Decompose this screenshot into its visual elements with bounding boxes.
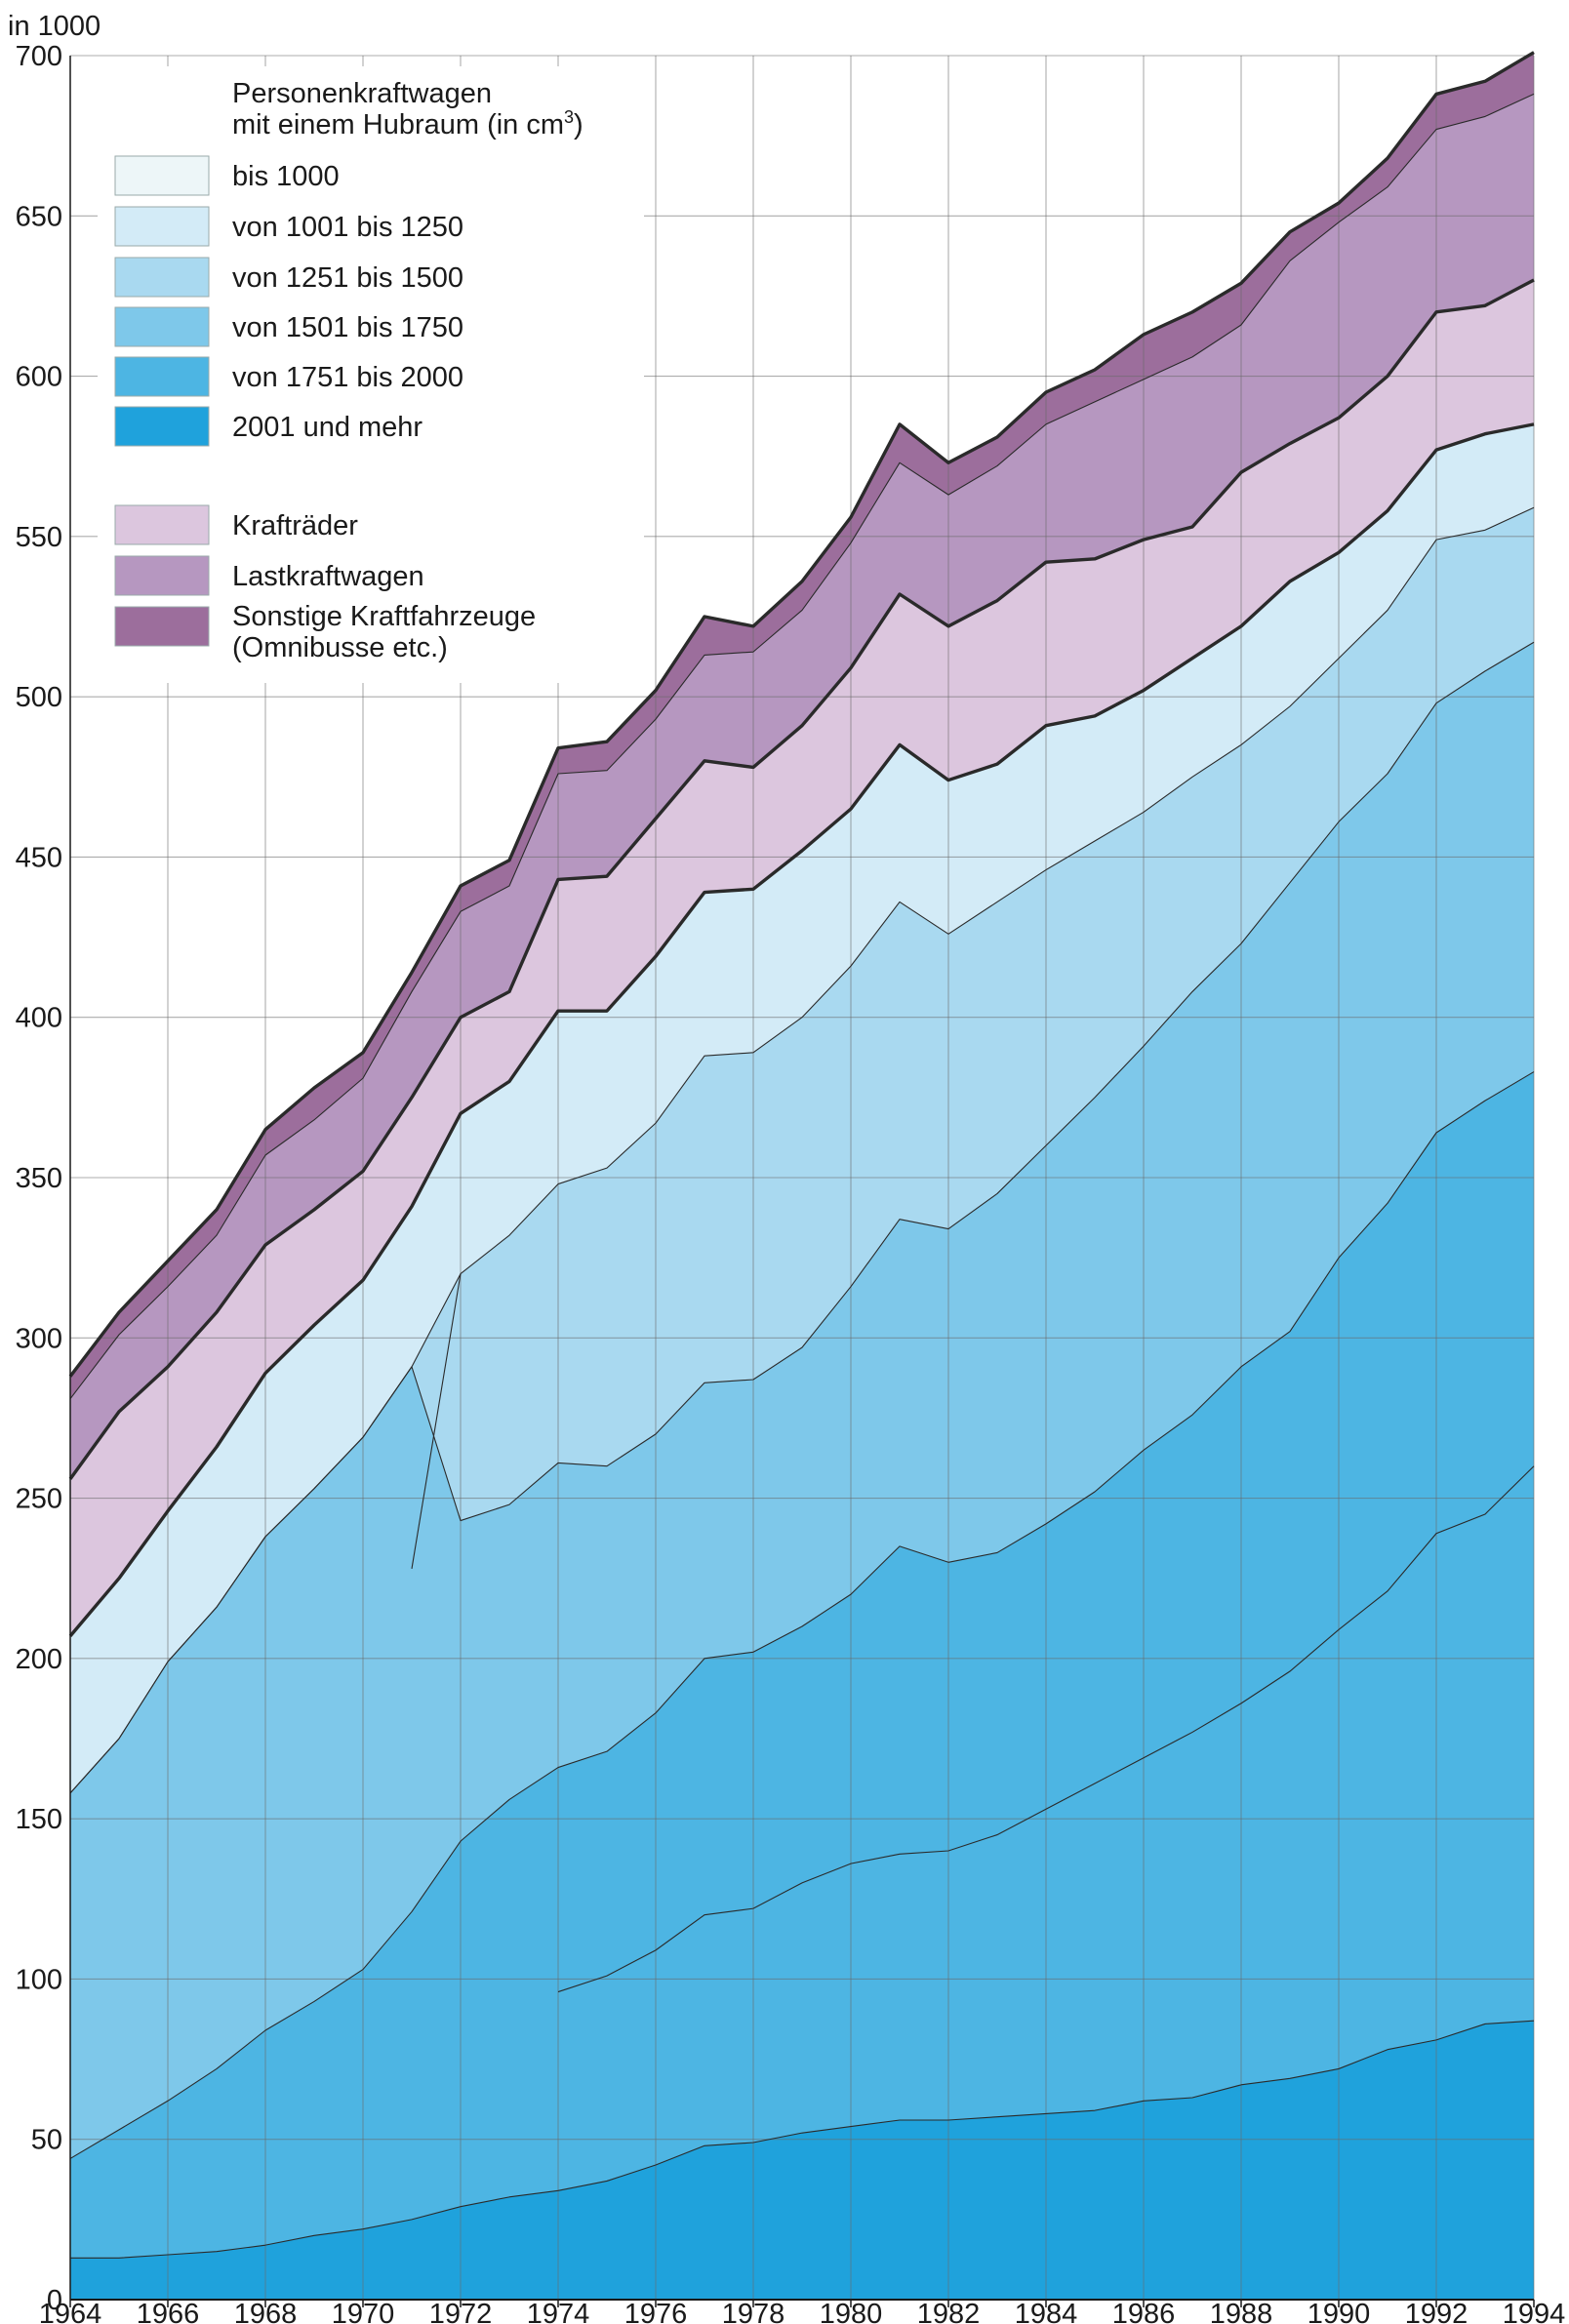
x-tick-label-1984: 1984 — [1015, 2299, 1078, 2324]
x-tick-label-1980: 1980 — [820, 2299, 883, 2324]
legend-label-von-1251-bis-1500: von 1251 bis 1500 — [232, 262, 463, 294]
y-tick-label-50: 50 — [31, 2125, 62, 2156]
legend-label-kraftr-der: Krafträder — [232, 510, 358, 541]
closing-paren: ) — [574, 109, 583, 140]
y-tick-label-600: 600 — [16, 362, 62, 393]
boundary-lastkraftwagen — [69, 93, 1535, 1400]
x-tick-label-1982: 1982 — [917, 2299, 981, 2324]
y-tick-label-650: 650 — [16, 201, 62, 232]
y-tick-label-200: 200 — [16, 1644, 62, 1675]
legend-label-von-1001-bis-1250: von 1001 bis 1250 — [232, 212, 463, 243]
x-tick-label-1976: 1976 — [624, 2299, 688, 2324]
x-tick-label-1994: 1994 — [1503, 2299, 1566, 2324]
x-tick-label-1974: 1974 — [527, 2299, 590, 2324]
x-tick-label-1988: 1988 — [1210, 2299, 1273, 2324]
area-layers — [70, 52, 1534, 2301]
y-tick-label-100: 100 — [16, 1964, 62, 1995]
boundary-kraftr-der — [68, 278, 1535, 1480]
y-unit-label: in 1000 — [8, 11, 101, 42]
legend-label-von-1501-bis-1750: von 1501 bis 1750 — [232, 312, 463, 343]
x-tick-label-1972: 1972 — [429, 2299, 493, 2324]
x-tick-label-1992: 1992 — [1405, 2299, 1468, 2324]
series-boundaries — [68, 51, 1535, 2259]
legend-label-sonstige-kraftfahrzeuge-line-2: (Omnibusse etc.) — [232, 632, 448, 663]
legend-label-sonstige-kraftfahrzeuge: Sonstige Kraftfahrzeuge — [232, 601, 536, 632]
legend-swatch-von-1251-bis-1500 — [114, 257, 210, 298]
x-tick-label-1978: 1978 — [722, 2299, 785, 2324]
y-tick-label-500: 500 — [16, 682, 62, 713]
boundary-von-1251-bis-1500 — [69, 506, 1535, 1794]
axes: 0 50 100 150 200 250 300 350 400 450 500 550 600 650 7… — [16, 41, 1566, 2324]
legend-swatch-von-1001-bis-1250 — [114, 206, 210, 247]
x-tick-label-1970: 1970 — [332, 2299, 395, 2324]
legend-swatch-kraftr-der — [114, 504, 210, 545]
y-tick-label-450: 450 — [16, 842, 62, 873]
legend-swatch-von-1501-bis-1750 — [114, 306, 210, 347]
y-tick-label-300: 300 — [16, 1323, 62, 1354]
y-tick-label-550: 550 — [16, 522, 62, 553]
y-tick-label-250: 250 — [16, 1484, 62, 1515]
x-tick-label-1986: 1986 — [1112, 2299, 1176, 2324]
y-tick-label-0: 0 — [47, 2285, 62, 2316]
legend-label-bis-1000: bis 1000 — [232, 161, 340, 192]
x-tick-label-1966: 1966 — [137, 2299, 200, 2324]
legend-swatch-bis-1000 — [114, 155, 210, 196]
superscript-3: 3 — [564, 107, 574, 127]
x-tick-label-1968: 1968 — [234, 2299, 298, 2324]
boundary-2001-und-mehr — [70, 2020, 1535, 2259]
y-tick-label-350: 350 — [16, 1163, 62, 1194]
legend-swatch-sonstige-kraftfahrzeuge — [114, 606, 210, 647]
y-tick-label-700: 700 — [16, 41, 62, 72]
legend-label-von-1751-bis-2000: von 1751 bis 2000 — [232, 362, 463, 393]
legend-title-line-1: Personenkraftwagen — [232, 78, 492, 109]
boundary-von-1751-bis-2000 — [69, 1071, 1535, 2159]
partial-boundary-1 — [411, 1273, 462, 1569]
boundary-bis-1000 — [69, 423, 1535, 1637]
y-tick-label-400: 400 — [16, 1003, 62, 1034]
legend-label-2001-und-mehr: 2001 und mehr — [232, 412, 422, 443]
legend-label-lastkraftwagen: Lastkraftwagen — [232, 561, 424, 592]
x-tick-label-1990: 1990 — [1308, 2299, 1371, 2324]
area-von-1751-bis-2000 — [70, 1071, 1534, 2300]
legend-swatch-lastkraftwagen — [114, 555, 210, 596]
legend-swatch-von-1751-bis-2000 — [114, 356, 210, 397]
x-tick-label-1964: 1964 — [39, 2299, 102, 2324]
boundary-sonstige-kraftfahrzeuge — [68, 51, 1535, 1378]
y-tick-label-150: 150 — [16, 1804, 62, 1835]
partial-boundary-0 — [557, 1465, 1535, 1993]
area-2001-und-mehr — [70, 2021, 1534, 2300]
legend-swatch-2001-und-mehr — [114, 406, 210, 447]
legend-title-line-2: mit einem Hubraum (in cm3) — [232, 107, 583, 140]
